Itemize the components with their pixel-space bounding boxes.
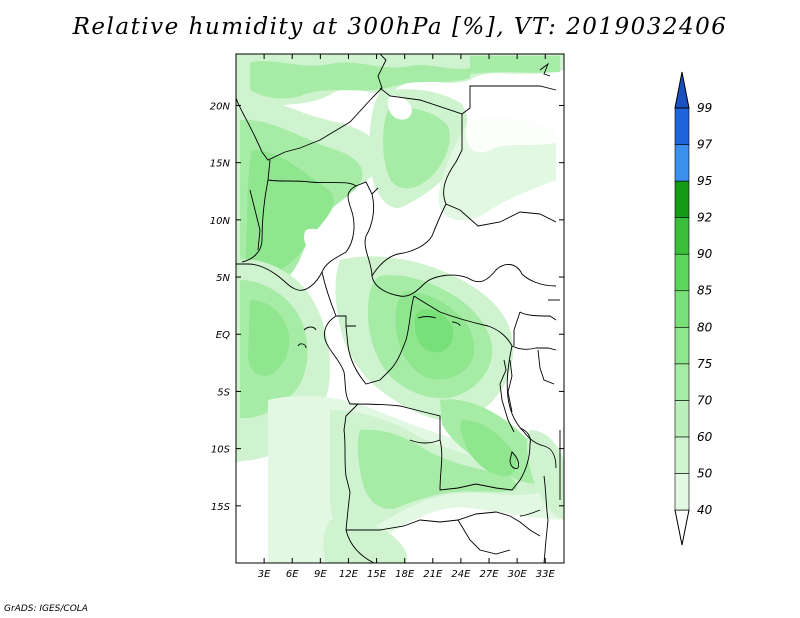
lon-tick-label: 3E [258,569,271,580]
lat-tick-label: EQ [216,330,230,341]
lat-tick-label: 10N [210,216,231,227]
lon-tick-label: 15E [367,569,387,580]
colorbar-segment [674,326,690,365]
colorbar-level-label: 95 [697,174,712,188]
lat-tick-label: 10S [211,445,231,456]
colorbar-over-triangle [674,71,690,109]
lon-tick-label: 21E [423,569,443,580]
lon-tick-label: 30E [508,569,528,580]
colorbar-level-label: 90 [697,247,713,261]
colorbar-segment [674,253,690,292]
humidity-field [236,54,564,563]
lon-tick-label: 18E [395,569,415,580]
lon-tick-label: 33E [536,569,556,580]
lon-tick-label: 12E [339,569,359,580]
colorbar-segment [674,473,690,511]
colorbar: 40 50 60 70 75 80 85 90 92 95 97 99 [674,71,713,546]
colorbar-level-label: 60 [697,430,713,444]
colorbar-level-label: 99 [697,101,712,115]
colorbar-level-label: 70 [697,393,713,407]
colorbar-level-label: 80 [697,320,713,334]
colorbar-level-label: 50 [697,466,713,480]
lat-tick-label: 5S [217,387,230,398]
lat-tick-label: 15S [211,502,231,513]
latitude-axis: 20N 15N 10N 5N EQ 5S 10S 15S [210,101,564,513]
colorbar-under-triangle [674,509,690,546]
lon-tick-label: 6E [286,569,299,580]
lat-tick-label: 5N [216,273,230,284]
colorbar-segment [674,180,690,218]
colorbar-level-label: 97 [697,138,713,152]
colorbar-segment [674,107,690,145]
lon-tick-label: 24E [451,569,471,580]
colorbar-segment [674,290,690,328]
colorbar-segment [674,400,690,438]
map-frame [235,53,565,564]
country-boundaries [236,54,561,563]
colorbar-segment [674,363,690,401]
longitude-axis: 3E 6E 9E 12E 15E 18E 21E 24E 27E 30E 33E [258,54,556,580]
lon-tick-label: 27E [480,569,500,580]
lat-tick-label: 15N [210,159,231,170]
colorbar-level-label: 75 [697,357,712,371]
colorbar-level-label: 92 [697,211,712,225]
grads-credit: GrADS: IGES/COLA [4,604,88,614]
colorbar-level-label: 40 [697,503,713,517]
colorbar-segment [674,436,690,474]
chart-title: Relative humidity at 300hPa [%], VT: 201… [72,14,728,40]
lon-tick-label: 9E [314,569,327,580]
colorbar-segment [674,144,690,182]
colorbar-segment [674,217,690,255]
colorbar-level-label: 85 [697,284,712,298]
lat-tick-label: 20N [210,101,231,112]
